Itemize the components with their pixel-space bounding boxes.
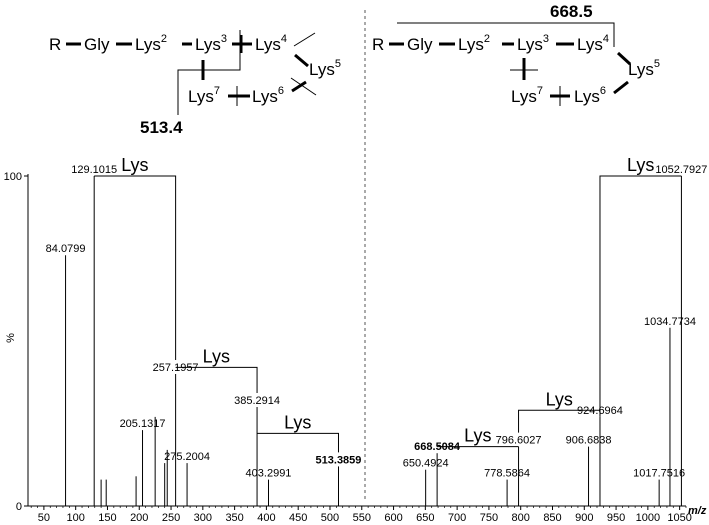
bracket-label: Lys [121,155,148,175]
peak-label: 906.6838 [566,435,612,447]
scheme-left-lys7: Lys7 [188,85,220,106]
scheme-left-lys5: Lys5 [309,58,341,79]
y-tick-label: 0 [16,501,22,513]
scheme-left-gly: Gly [84,35,110,54]
scheme-left-fragment-label: 513.4 [140,118,183,137]
bracket-label: Lys [284,412,311,432]
peak-label: 403.2991 [246,468,292,480]
x-tick-label: 250 [162,512,180,524]
x-tick-label: 700 [448,512,466,524]
x-tick-label: 950 [607,512,625,524]
mass-difference-bracket [257,432,339,453]
x-tick-label: 500 [321,512,339,524]
x-tick-label: 900 [575,512,593,524]
x-tick-label: 350 [225,512,243,524]
scheme-right-r: R [372,35,384,54]
peak-label: 513.3859 [316,454,362,466]
peak-label: 650.4924 [403,458,449,470]
x-tick-label: 100 [67,512,85,524]
mass-difference-bracket [94,175,177,360]
scheme-right-lys7: Lys7 [511,85,543,106]
y-tick-label: 100 [4,171,22,183]
x-tick-label: 750 [480,512,498,524]
peak-label: 1017.7516 [633,468,685,480]
x-tick-label: 850 [543,512,561,524]
scheme-right-gly: Gly [407,35,433,54]
y-axis-label: % [5,333,17,343]
peak-label: 796.6027 [496,435,542,447]
x-tick-label: 1000 [636,512,660,524]
x-tick-label: 800 [512,512,530,524]
bracket-label: Lys [464,426,491,446]
mass-difference-bracket [599,175,682,417]
x-tick-label: 50 [38,512,50,524]
x-tick-label: 1050 [667,512,691,524]
scheme-right-lys2: Lys2 [458,33,490,54]
mass-difference-bracket [518,409,600,433]
peak-label: 275.2004 [164,451,210,463]
mass-difference-brackets: Lys Lys Lys Lys Lys Lys [94,155,682,453]
scheme-left: R Gly Lys2 Lys3 Lys4 Lys5 Lys6 Lys7 513.… [49,30,341,137]
peak-label: 84.0799 [46,243,86,255]
peak-label: 1034.7734 [644,316,696,328]
mass-difference-bracket [175,366,258,393]
x-tick-label: 650 [416,512,434,524]
x-tick-label: 200 [130,512,148,524]
peak-label: 1052.7927 [655,164,707,176]
bracket-label: Lys [546,389,573,409]
peak-label: 778.5864 [484,468,530,480]
peak-label: 257.1957 [153,362,199,374]
scheme-left-lys4: Lys4 [255,33,287,54]
x-tick-label: 300 [194,512,212,524]
x-axis-label: m/z [688,505,707,517]
x-tick-label: 450 [289,512,307,524]
peak-label: 668.5084 [414,441,461,453]
scheme-right-fragment-label: 668.5 [550,2,593,21]
bracket-label: Lys [627,155,654,175]
scheme-right: 668.5 R Gly Lys2 Lys3 Lys4 Lys5 Lys6 Lys… [372,2,660,106]
scheme-right-lys6: Lys6 [574,85,606,106]
x-tick-label: 550 [353,512,371,524]
peak-label: 205.1317 [120,418,166,430]
peak-label: 385.2914 [234,395,280,407]
x-tick-label: 400 [257,512,275,524]
scheme-left-lys3: Lys3 [195,33,227,54]
scheme-right-lys5: Lys5 [628,58,660,79]
x-tick-label: 150 [98,512,116,524]
scheme-left-lys6: Lys6 [252,85,284,106]
peak-label: 129.1015 [71,164,117,176]
x-tick-label: 600 [384,512,402,524]
spectrum-plot: 50 100 150 200 250 300 350 400 450 500 550 600 650 70… [4,155,708,524]
scheme-right-lys3: Lys3 [517,33,549,54]
axes: 50 100 150 200 250 300 350 400 450 500 550 600 650 70… [4,171,692,524]
scheme-right-lys4: Lys4 [577,33,609,54]
scheme-left-lys2: Lys2 [135,33,167,54]
scheme-left-r: R [49,35,61,54]
bracket-label: Lys [203,346,230,366]
peaks: 84.0799 129.1015 205.1317 257.1957 275.2004 3… [46,164,707,506]
